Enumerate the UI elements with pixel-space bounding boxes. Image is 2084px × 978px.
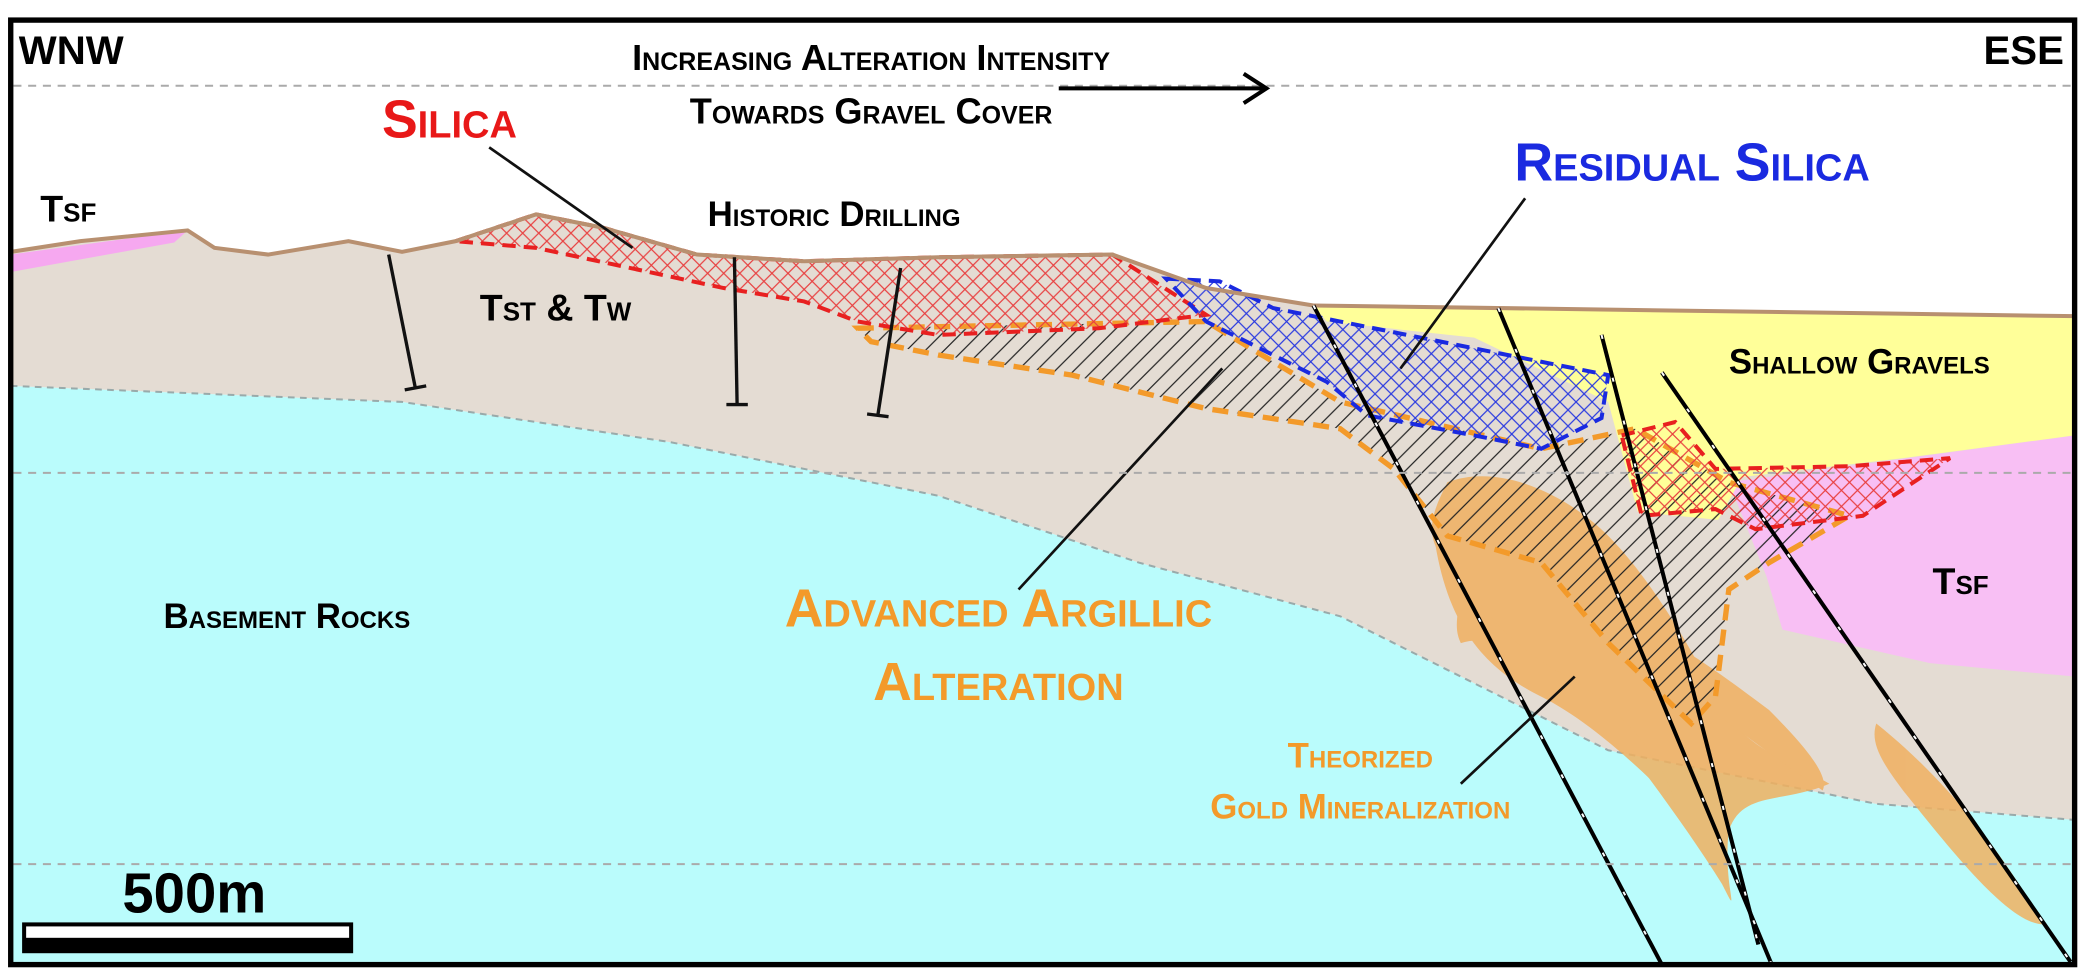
residual-silica-zone — [1161, 276, 1611, 451]
guide-lines — [13, 84, 2072, 866]
drill-holes — [387, 254, 903, 419]
silica-zone-east — [1619, 419, 1952, 532]
argillic-label: Advanced Argillic — [785, 578, 1212, 638]
gravel-unit — [1313, 305, 2075, 520]
tsf-label: Tsf — [40, 188, 96, 230]
basement-unit — [10, 385, 2075, 965]
ground-surface — [10, 212, 1314, 308]
drilling-label: Historic Drilling — [708, 195, 961, 234]
basement-label: Basement Rocks — [164, 597, 411, 636]
frame — [8, 17, 2078, 968]
trend-label: Increasing Alteration Intensity — [632, 37, 1110, 78]
faults — [1311, 304, 2073, 966]
tsf-left-unit — [10, 230, 188, 272]
trend-arrow — [1058, 71, 1271, 105]
tst-tw-label: Tst & Tw — [480, 287, 632, 329]
argillic-label: Alteration — [873, 652, 1124, 712]
scale-label: 500m — [122, 861, 266, 924]
gold-label: Theorized — [1288, 736, 1433, 775]
direction-right: ESE — [1983, 28, 2063, 73]
silica-label: Silica — [382, 89, 517, 149]
direction-left: WNW — [19, 28, 124, 73]
residual-silica-label: Residual Silica — [1514, 132, 1869, 192]
scale-bar-fill — [24, 937, 352, 952]
trend-label: Towards Gravel Cover — [690, 90, 1053, 131]
gravel-surface — [1313, 303, 2075, 319]
leader-lines — [488, 146, 1576, 785]
gold-label: Gold Mineralization — [1210, 787, 1510, 826]
gravels-label: Shallow Gravels — [1729, 343, 1990, 382]
tsf-label: Tsf — [1933, 560, 1989, 602]
argillic-zone — [851, 318, 1857, 728]
